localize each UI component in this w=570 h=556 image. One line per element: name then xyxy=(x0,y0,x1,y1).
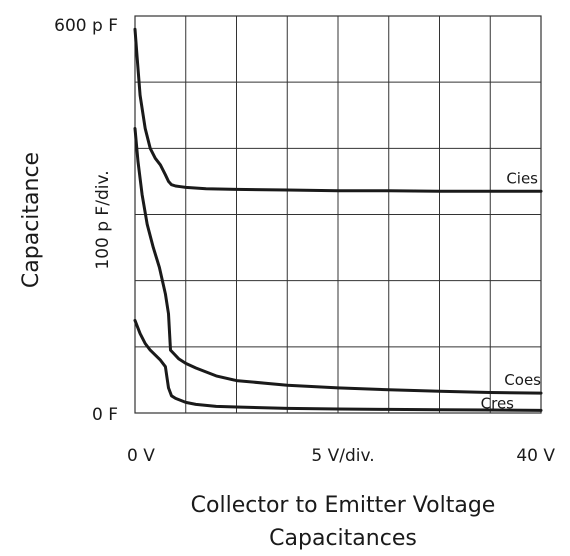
series-label-coes: Coes xyxy=(504,371,541,389)
series-label-cres: Cres xyxy=(481,394,515,412)
x-division-label: 5 V/div. xyxy=(311,446,374,466)
x-tick-min: 0 V xyxy=(127,446,155,466)
series-curves xyxy=(133,27,543,412)
series-line-coes xyxy=(133,127,543,395)
y-axis-label: Capacitance xyxy=(19,152,44,288)
series-label-cies: Cies xyxy=(506,169,538,187)
y-tick-min: 0 F xyxy=(92,405,118,425)
chart-caption: Capacitances xyxy=(269,526,417,551)
x-tick-max: 40 V xyxy=(516,446,555,466)
grid xyxy=(135,16,541,413)
series-line-cres xyxy=(133,318,543,412)
y-tick-max: 600 p F xyxy=(54,16,118,36)
y-division-label: 100 p F/div. xyxy=(93,170,113,269)
series-labels: Cies Coes Cres xyxy=(481,169,542,412)
plot-frame xyxy=(134,15,542,414)
x-axis-label: Collector to Emitter Voltage xyxy=(191,493,496,518)
series-line-cies xyxy=(133,27,543,193)
